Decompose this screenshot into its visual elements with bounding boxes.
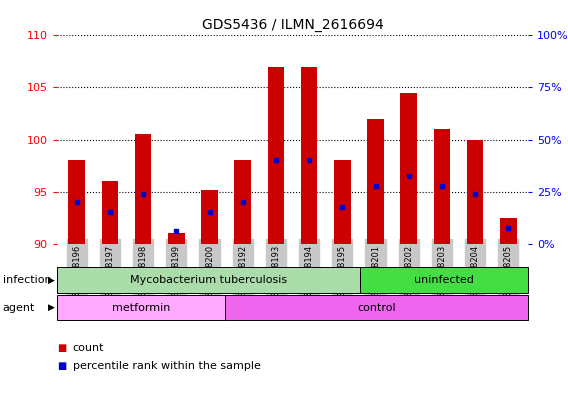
Text: metformin: metformin (112, 303, 170, 312)
Bar (360, 267, 528, 293)
Bar (68, 160, 85, 244)
Bar (400, 93, 417, 244)
Bar (467, 140, 483, 244)
Text: count: count (73, 343, 104, 353)
Bar (168, 233, 185, 244)
Bar (334, 160, 350, 244)
Bar (500, 218, 517, 244)
Text: ▶: ▶ (48, 303, 55, 312)
Text: percentile rank within the sample: percentile rank within the sample (73, 361, 261, 371)
Bar (57, 295, 225, 320)
Bar (301, 66, 318, 244)
Text: uninfected: uninfected (414, 275, 474, 285)
Bar (102, 181, 118, 244)
Text: ■: ■ (57, 343, 66, 353)
Title: GDS5436 / ILMN_2616694: GDS5436 / ILMN_2616694 (202, 18, 383, 31)
Bar (235, 160, 251, 244)
Bar (57, 267, 360, 293)
Bar (135, 134, 152, 244)
Text: ■: ■ (57, 361, 66, 371)
Bar (433, 129, 450, 244)
Text: Mycobacterium tuberculosis: Mycobacterium tuberculosis (130, 275, 287, 285)
Text: agent: agent (3, 303, 35, 312)
Text: control: control (357, 303, 396, 312)
Text: ▶: ▶ (48, 275, 55, 285)
Bar (367, 119, 384, 244)
Bar (268, 66, 284, 244)
Bar (225, 295, 528, 320)
Bar (201, 189, 218, 244)
Text: infection: infection (3, 275, 52, 285)
